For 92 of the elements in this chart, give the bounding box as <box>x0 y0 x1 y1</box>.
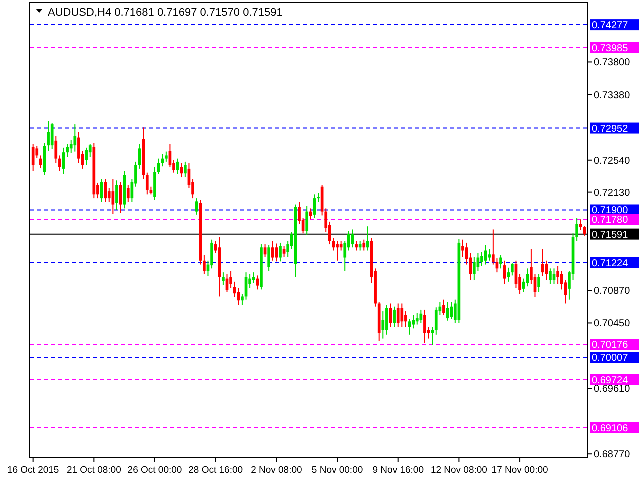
candlestick <box>58 155 62 172</box>
candlestick <box>317 192 320 203</box>
candlestick <box>393 306 396 328</box>
candlestick <box>252 272 256 284</box>
candlestick <box>210 239 214 270</box>
candlestick <box>230 270 232 289</box>
y-tick-label: 0.69610 <box>594 384 631 396</box>
candlestick <box>85 147 88 166</box>
candlestick <box>396 303 400 328</box>
candlestick <box>40 155 42 169</box>
x-tick-label: 17 Nov 00:00 <box>492 465 548 476</box>
x-tick-label: 26 Oct 00:00 <box>128 465 182 476</box>
candlestick <box>556 266 560 285</box>
candlestick <box>416 312 419 326</box>
candlestick <box>382 311 385 340</box>
y-tick-label: 0.70450 <box>594 318 631 330</box>
y-tick-label: 0.68770 <box>594 450 631 461</box>
candlestick <box>88 144 92 158</box>
candlestick <box>74 124 77 152</box>
candlestick <box>32 144 35 172</box>
y-tick-label: 0.72130 <box>594 188 631 199</box>
candlestick <box>400 303 404 328</box>
candlestick <box>442 299 446 316</box>
candlestick <box>404 311 408 328</box>
chart-title: AUDUSD,H4 0.71681 0.71697 0.71570 0.71591 <box>48 7 283 19</box>
candlestick <box>104 178 107 203</box>
candlestick <box>366 226 370 252</box>
ref-line-label: 0.70176 <box>592 340 629 352</box>
candlestick <box>268 244 270 272</box>
candlestick <box>279 242 282 262</box>
candlestick <box>507 267 510 282</box>
ref-line-label: 0.70007 <box>592 353 629 364</box>
candlestick <box>256 275 260 290</box>
candlestick <box>472 256 476 281</box>
candlestick <box>146 172 149 196</box>
y-tick-label: 0.70870 <box>594 286 631 297</box>
candlestick <box>541 248 544 277</box>
ref-line-label: 0.73985 <box>592 43 629 54</box>
candlestick <box>500 254 502 270</box>
x-tick-label: 12 Nov 08:00 <box>430 465 488 476</box>
ref-line-label: 0.69724 <box>592 375 629 386</box>
candlestick <box>488 248 492 262</box>
candlestick <box>309 208 312 220</box>
ref-line-label: 0.71900 <box>592 206 629 217</box>
candlestick <box>431 326 434 346</box>
candlestick <box>275 243 278 262</box>
candlestick <box>420 309 423 324</box>
candlestick <box>116 180 118 211</box>
candlestick <box>164 151 168 162</box>
candlestick <box>549 268 552 285</box>
candlestick <box>50 122 54 150</box>
candlestick <box>450 302 454 320</box>
candlestick <box>358 240 362 252</box>
ref-line-label: 0.71780 <box>592 215 629 226</box>
candlestick <box>282 246 286 258</box>
candlestick <box>306 206 309 236</box>
candlestick <box>184 161 187 178</box>
ref-line-label: 0.71224 <box>592 258 629 270</box>
candlestick <box>386 304 388 336</box>
candlestick <box>552 268 556 285</box>
y-tick-label: 0.73380 <box>594 90 631 102</box>
x-tick-label: 2 Nov 08:00 <box>251 465 302 476</box>
ref-line-label: 0.74277 <box>592 20 629 32</box>
candlestick <box>222 272 225 286</box>
candlestick <box>203 254 206 275</box>
candlestick <box>424 309 426 344</box>
x-tick-label: 16 Oct 2015 <box>7 465 60 476</box>
candlestick <box>78 132 80 164</box>
candlestick <box>47 120 50 152</box>
y-tick-label: 0.73800 <box>594 58 631 69</box>
x-tick-label: 9 Nov 16:00 <box>372 465 424 476</box>
x-tick-label: 28 Oct 16:00 <box>188 465 244 476</box>
candlestick <box>66 144 69 158</box>
x-tick-label: 5 Nov 00:00 <box>312 465 364 476</box>
ref-line-label: 0.69106 <box>592 423 629 434</box>
y-tick-label: 0.72540 <box>594 156 631 167</box>
x-tick-label: 21 Oct 08:00 <box>66 465 122 476</box>
candlestick <box>180 162 184 178</box>
candlestick <box>511 262 514 276</box>
candlestick <box>241 294 244 306</box>
candlestick <box>271 240 274 262</box>
candlestick <box>355 240 358 252</box>
candlestick <box>462 239 464 258</box>
candlestick <box>538 274 540 293</box>
candlestick <box>54 136 58 164</box>
candlestick <box>480 252 484 267</box>
ref-line-label: 0.72952 <box>592 124 629 135</box>
candlestick <box>336 240 339 262</box>
candlestick <box>362 239 366 252</box>
ref-line-label: 0.71591 <box>592 230 629 241</box>
candlestick <box>126 184 130 203</box>
candlestick <box>195 198 198 216</box>
